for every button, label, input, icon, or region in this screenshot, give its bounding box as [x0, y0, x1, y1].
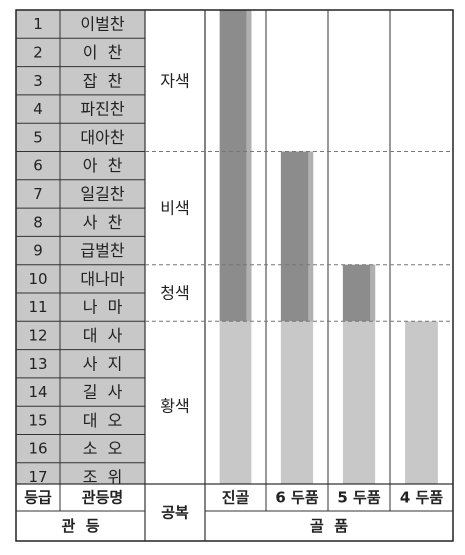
bone-rank-label: 진골 [222, 489, 250, 507]
bar-dark-edge-3 [370, 264, 376, 322]
official-color-label: 황색 [160, 397, 189, 416]
rank-number: 2 [33, 43, 43, 61]
rank-name: 대나마 [80, 269, 124, 288]
official-color-label: 비색 [160, 199, 189, 218]
header-bone-group: 골 품 [310, 517, 348, 535]
rank-number: 5 [33, 128, 43, 146]
rank-number: 3 [33, 72, 43, 90]
rank-number: 11 [28, 298, 47, 316]
bar-dark-edge-1 [246, 10, 252, 322]
rank-name: 대 오 [83, 411, 123, 430]
rank-name: 길 사 [83, 383, 123, 402]
rank-name: 소 오 [83, 439, 123, 458]
rank-number: 12 [28, 326, 47, 344]
rank-number: 1 [33, 15, 43, 33]
bar-light-3 [342, 321, 376, 484]
header-rank-group: 관 등 [61, 517, 99, 535]
header-official-colors: 공복 [161, 504, 189, 522]
rank-number: 4 [33, 100, 43, 118]
bar-light-2 [280, 321, 314, 484]
official-color-label: 자색 [160, 71, 189, 90]
outer-frame [15, 9, 454, 542]
bar-light-4 [405, 321, 438, 484]
rank-name: 이 찬 [83, 43, 123, 62]
chart-labels: 1 이벌찬 2 이 찬 3 잡 찬 4 파진찬 5 대아찬 6 아 찬 7 일길찬 8 사 찬 9 급벌찬 10 대나… [24, 15, 443, 535]
rank-number: 7 [33, 185, 43, 203]
rank-name: 나 마 [83, 298, 123, 317]
rank-number: 6 [33, 157, 43, 175]
bar-dark-3 [342, 264, 376, 322]
official-color-label: 청색 [160, 284, 189, 303]
rank-number: 15 [28, 411, 47, 429]
rank-name: 아 찬 [83, 156, 123, 175]
rank-name: 이벌찬 [80, 15, 124, 34]
rank-number: 16 [28, 440, 47, 458]
bar-dark-1 [219, 10, 252, 322]
bone-rank-label: 5 두품 [337, 489, 380, 507]
header-grade: 등급 [24, 489, 52, 507]
bar-dark-edge-2 [308, 151, 314, 322]
rank-cells-background [16, 10, 145, 484]
rank-number: 17 [28, 468, 47, 486]
rank-name: 조 위 [83, 467, 123, 486]
rank-number: 10 [28, 270, 47, 288]
rank-number: 14 [28, 383, 47, 401]
header-rank-name: 관등명 [82, 489, 123, 507]
rank-name: 대 사 [83, 326, 123, 345]
rank-name: 일길찬 [80, 184, 124, 203]
rank-number: 9 [33, 242, 43, 260]
rank-number: 13 [28, 355, 47, 373]
rank-name: 파진찬 [80, 100, 124, 119]
grid-lines [15, 9, 454, 542]
rank-name: 잡 찬 [83, 71, 123, 90]
rank-name: 사 찬 [83, 213, 123, 232]
rank-name: 급벌찬 [80, 241, 124, 260]
bone-rank-bars [219, 10, 438, 484]
rank-name: 사 지 [83, 354, 123, 373]
bar-dark-2 [280, 151, 314, 322]
rank-name: 대아찬 [80, 128, 124, 147]
rank-cells [16, 10, 145, 484]
bone-rank-label: 4 두품 [400, 489, 443, 507]
rank-number: 8 [33, 213, 43, 231]
bone-rank-label: 6 두품 [275, 489, 318, 507]
bar-light-1 [219, 321, 252, 484]
